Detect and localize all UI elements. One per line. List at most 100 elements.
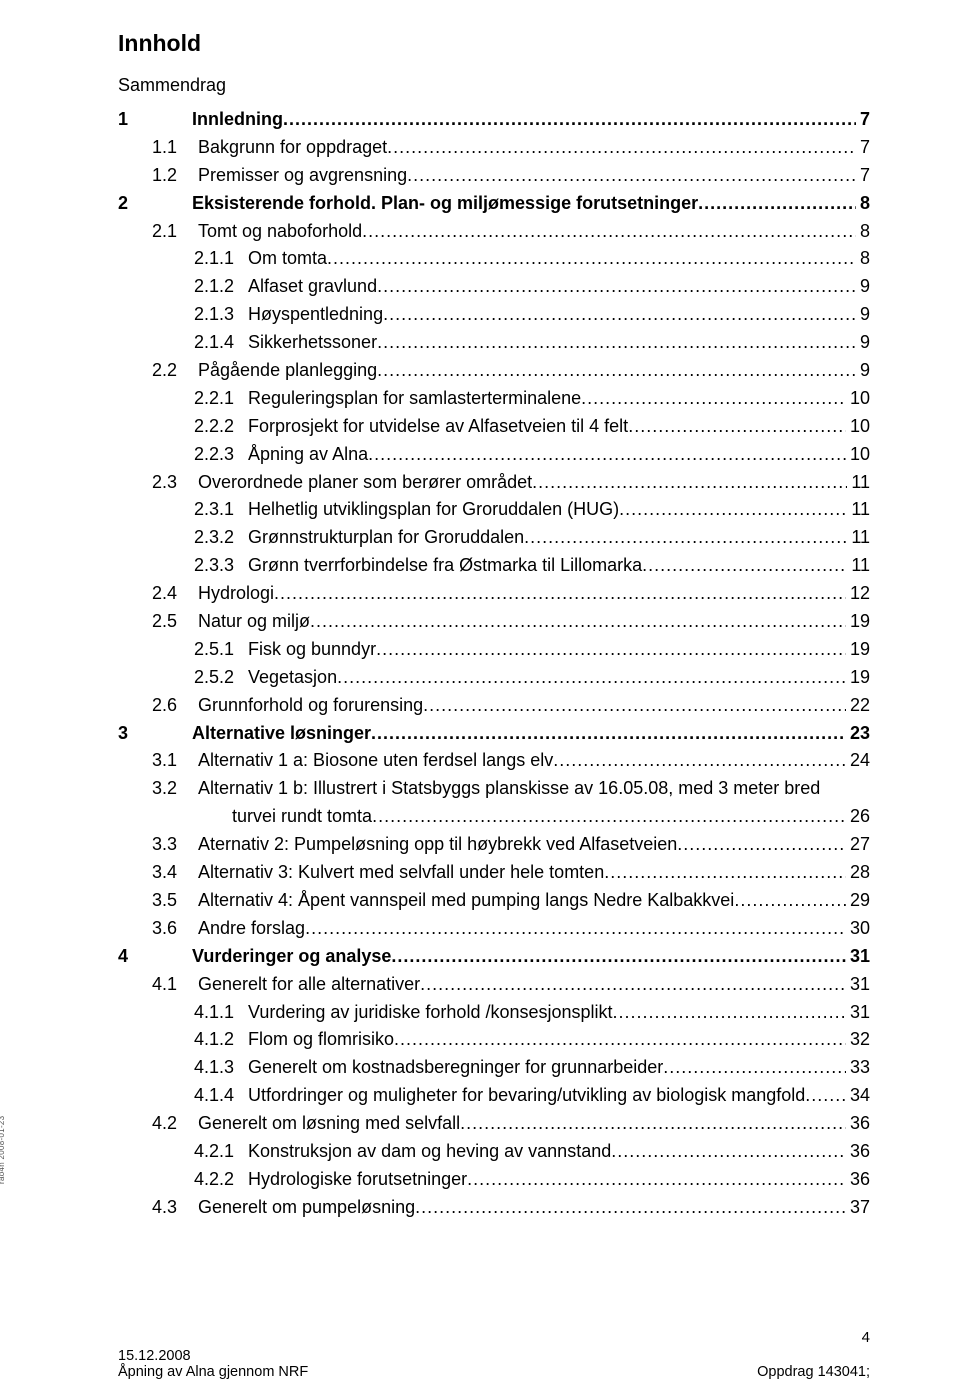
toc-number: 4.1.3 bbox=[118, 1054, 248, 1082]
toc-number: 4.2.1 bbox=[118, 1138, 248, 1166]
toc-text: Grønn tverrforbindelse fra Østmarka til … bbox=[248, 552, 642, 580]
toc-text: Generelt om pumpeløsning bbox=[182, 1194, 415, 1222]
toc-text: Utfordringer og muligheter for bevaring/… bbox=[248, 1082, 805, 1110]
toc-row: 2.4Hydrologi 12 bbox=[118, 580, 870, 608]
page: rao4n 2008-01-23 Innhold Sammendrag 1Inn… bbox=[0, 0, 960, 1394]
toc-text: Høyspentledning bbox=[248, 301, 383, 329]
toc-number: 1.2 bbox=[118, 162, 182, 190]
toc-number: 2.1.4 bbox=[118, 329, 248, 357]
toc-number: 2.1.3 bbox=[118, 301, 248, 329]
toc-page: 8 bbox=[856, 218, 870, 246]
toc-dots bbox=[467, 1166, 846, 1194]
toc-dots bbox=[310, 608, 846, 636]
toc-text: Alternativ 3: Kulvert med selvfall under… bbox=[182, 859, 604, 887]
toc-number: 2.3.1 bbox=[118, 496, 248, 524]
toc-dots bbox=[391, 943, 846, 971]
toc-number: 2.6 bbox=[118, 692, 182, 720]
toc-dots bbox=[734, 887, 846, 915]
table-of-contents: 1Innledning 71.1Bakgrunn for oppdraget 7… bbox=[118, 106, 870, 1222]
toc-page: 23 bbox=[846, 720, 870, 748]
summary-heading: Sammendrag bbox=[118, 75, 870, 96]
toc-number: 2.5.1 bbox=[118, 636, 248, 664]
toc-page: 8 bbox=[856, 245, 870, 273]
toc-page: 10 bbox=[846, 413, 870, 441]
toc-dots bbox=[377, 357, 856, 385]
toc-dots bbox=[376, 636, 846, 664]
toc-dots bbox=[387, 134, 856, 162]
toc-dots bbox=[383, 301, 856, 329]
toc-text: Tomt og naboforhold bbox=[182, 218, 362, 246]
toc-number: 2.5 bbox=[118, 608, 182, 636]
toc-text: Alternativ 1 b: Illustrert i Statsbyggs … bbox=[182, 775, 820, 803]
toc-row: 4Vurderinger og analyse 31 bbox=[118, 943, 870, 971]
toc-row: 1Innledning 7 bbox=[118, 106, 870, 134]
toc-text: Reguleringsplan for samlasterterminalene bbox=[248, 385, 581, 413]
toc-dots bbox=[805, 1082, 846, 1110]
toc-text: Sikkerhetssoner bbox=[248, 329, 377, 357]
toc-text: Alternativ 1 a: Biosone uten ferdsel lan… bbox=[182, 747, 553, 775]
toc-page: 9 bbox=[856, 301, 870, 329]
toc-dots bbox=[423, 692, 846, 720]
toc-page: 27 bbox=[846, 831, 870, 859]
toc-row: 2.1.4Sikkerhetssoner 9 bbox=[118, 329, 870, 357]
toc-row: 4.1.4Utfordringer og muligheter for beva… bbox=[118, 1082, 870, 1110]
toc-number: 4.1.2 bbox=[118, 1026, 248, 1054]
toc-page: 19 bbox=[846, 608, 870, 636]
toc-text: Vurderinger og analyse bbox=[152, 943, 391, 971]
toc-number: 2.1 bbox=[118, 218, 182, 246]
toc-row: 2.1.2Alfaset gravlund 9 bbox=[118, 273, 870, 301]
toc-row: 3.6Andre forslag 30 bbox=[118, 915, 870, 943]
toc-page: 11 bbox=[847, 524, 870, 552]
toc-number: 3.1 bbox=[118, 747, 182, 775]
toc-text: Generelt om kostnadsberegninger for grun… bbox=[248, 1054, 663, 1082]
toc-page: 37 bbox=[846, 1194, 870, 1222]
toc-row: 4.2.2Hydrologiske forutsetninger 36 bbox=[118, 1166, 870, 1194]
toc-row: 4.1Generelt for alle alternativer 31 bbox=[118, 971, 870, 999]
toc-number: 4.1 bbox=[118, 971, 182, 999]
toc-number: 4.1.4 bbox=[118, 1082, 248, 1110]
toc-number: 2.2 bbox=[118, 357, 182, 385]
toc-row: 4.1.3Generelt om kostnadsberegninger for… bbox=[118, 1054, 870, 1082]
toc-page: 9 bbox=[856, 273, 870, 301]
toc-dots bbox=[305, 915, 846, 943]
toc-page: 9 bbox=[856, 357, 870, 385]
toc-text: Grønnstrukturplan for Groruddalen bbox=[248, 524, 524, 552]
toc-page: 11 bbox=[847, 496, 870, 524]
toc-number: 3.6 bbox=[118, 915, 182, 943]
toc-page: 8 bbox=[856, 190, 870, 218]
toc-text-cont: turvei rundt tomta bbox=[118, 803, 372, 831]
toc-dots bbox=[368, 441, 846, 469]
toc-dots bbox=[613, 999, 846, 1027]
toc-number: 4.2.2 bbox=[118, 1166, 248, 1194]
toc-number: 4.2 bbox=[118, 1110, 182, 1138]
toc-dots bbox=[377, 273, 856, 301]
toc-dots bbox=[698, 190, 856, 218]
toc-page: 26 bbox=[846, 803, 870, 831]
toc-dots bbox=[628, 413, 846, 441]
toc-dots bbox=[407, 162, 856, 190]
toc-text: Pågående planlegging bbox=[182, 357, 377, 385]
toc-number: 2.2.2 bbox=[118, 413, 248, 441]
toc-dots bbox=[377, 329, 856, 357]
toc-page: 34 bbox=[846, 1082, 870, 1110]
toc-row: 2.5Natur og miljø 19 bbox=[118, 608, 870, 636]
footer-right: Oppdrag 143041; bbox=[757, 1364, 870, 1380]
toc-number: 2.2.3 bbox=[118, 441, 248, 469]
page-title: Innhold bbox=[118, 30, 870, 57]
toc-row: 1.2Premisser og avgrensning 7 bbox=[118, 162, 870, 190]
toc-text: Flom og flomrisiko bbox=[248, 1026, 394, 1054]
toc-page: 10 bbox=[846, 385, 870, 413]
toc-row: 2.3Overordnede planer som berører område… bbox=[118, 469, 870, 497]
toc-page: 7 bbox=[856, 106, 870, 134]
toc-dots bbox=[420, 971, 846, 999]
footer-page-number: 4 bbox=[862, 1329, 870, 1346]
toc-number: 4.3 bbox=[118, 1194, 182, 1222]
toc-page: 33 bbox=[846, 1054, 870, 1082]
toc-text: Om tomta bbox=[248, 245, 327, 273]
toc-row: 2.3.2Grønnstrukturplan for Groruddalen 1… bbox=[118, 524, 870, 552]
toc-dots bbox=[611, 1138, 846, 1166]
toc-dots bbox=[604, 859, 846, 887]
toc-dots bbox=[372, 803, 846, 831]
toc-number: 3.5 bbox=[118, 887, 182, 915]
toc-dots bbox=[327, 245, 856, 273]
